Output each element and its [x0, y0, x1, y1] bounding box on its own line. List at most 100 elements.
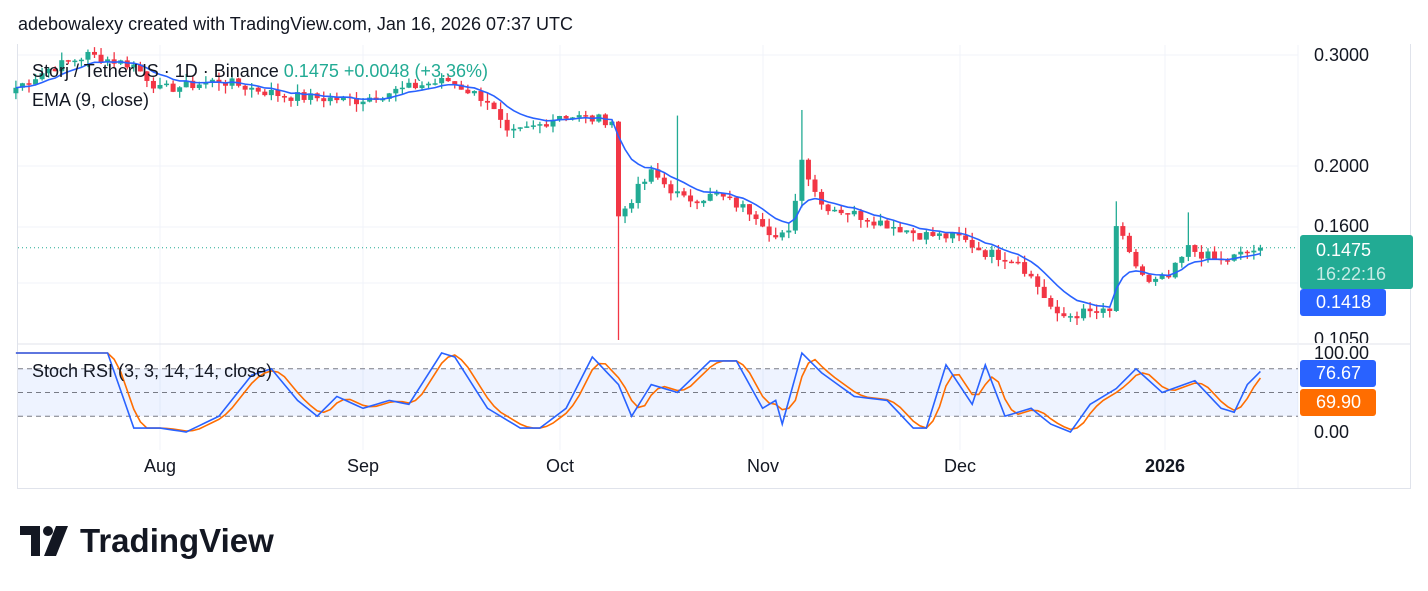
candle-body — [819, 191, 825, 205]
candle-body — [268, 89, 274, 96]
symbol-legend[interactable]: Storj / TetherUS · 1D · Binance 0.1475 +… — [32, 61, 488, 82]
candle-body — [714, 193, 720, 195]
bar-countdown: 16:22:16 — [1316, 264, 1387, 284]
candle-body — [13, 87, 19, 94]
candle-body — [242, 85, 248, 90]
candle-body — [216, 79, 222, 83]
candle-body — [1251, 250, 1257, 253]
candle-body — [157, 84, 163, 89]
ema-line — [15, 60, 1261, 309]
candle-body — [190, 80, 196, 89]
stoch-k-tag: 76.67 — [1300, 360, 1376, 387]
candle-body — [1238, 251, 1244, 255]
time-label: Aug — [143, 456, 177, 476]
candle-body — [707, 193, 713, 201]
candle-body — [334, 97, 340, 101]
candle-body — [720, 193, 726, 197]
symbol-name: Storj / TetherUS · 1D · Binance — [32, 61, 279, 81]
candle-body — [491, 102, 497, 110]
candle-body — [530, 125, 536, 127]
candle-body — [327, 97, 333, 102]
candle-body — [629, 203, 635, 209]
candle-body — [1225, 260, 1231, 262]
candle-body — [92, 51, 97, 55]
candle-body — [792, 200, 798, 231]
price-change: +0.0048 (+3.36%) — [343, 61, 488, 81]
candle-body — [688, 195, 694, 202]
candle-body — [884, 220, 890, 229]
candle-body — [871, 221, 877, 226]
candle-body — [1009, 261, 1014, 264]
candle-body — [511, 128, 517, 131]
candle-body — [262, 91, 268, 96]
candle-body — [170, 83, 176, 92]
candle-body — [681, 191, 687, 196]
candle-body — [1028, 273, 1034, 277]
candle-body — [295, 92, 301, 101]
candle-body — [1192, 245, 1198, 252]
candle-body — [498, 109, 504, 120]
stoch-rsi-legend[interactable]: Stoch RSI (3, 3, 14, 14, close) — [32, 361, 273, 381]
candle-body — [59, 60, 65, 72]
candle-body — [930, 232, 936, 236]
candle-body — [33, 79, 39, 85]
stoch-d-tag: 69.90 — [1300, 389, 1376, 416]
candle-body — [426, 83, 432, 86]
candle-body — [72, 60, 78, 63]
candle-body — [995, 249, 1001, 260]
candle-body — [46, 68, 52, 74]
candle-body — [439, 77, 445, 84]
candle-body — [616, 121, 621, 217]
candle-body — [1153, 278, 1159, 282]
candle-body — [943, 233, 949, 239]
candle-body — [668, 184, 674, 194]
candle-body — [164, 83, 170, 86]
candle-body — [1100, 308, 1106, 313]
candle-body — [1172, 262, 1178, 278]
candle-body — [786, 230, 792, 233]
candle-body — [386, 93, 392, 99]
candle-body — [858, 210, 864, 220]
candle-body — [950, 232, 956, 239]
candle-body — [360, 101, 366, 105]
candle-body — [1185, 245, 1191, 257]
time-label: Sep — [346, 456, 380, 476]
candle-body — [910, 230, 916, 234]
candle-body — [570, 117, 576, 119]
ema-legend[interactable]: EMA (9, close) — [32, 90, 150, 110]
candle-body — [1081, 308, 1087, 319]
price-tick: 0.2000 — [1314, 156, 1370, 176]
candle-body — [1133, 251, 1139, 267]
candle-body — [1087, 308, 1093, 312]
candle-body — [452, 81, 458, 85]
candle-body — [1205, 251, 1211, 259]
candle-body — [825, 204, 831, 212]
tradingview-logo[interactable]: TradingView — [20, 522, 274, 560]
candle-body — [1074, 316, 1080, 319]
candle-body — [1035, 276, 1041, 287]
price-tick: 0.3000 — [1314, 45, 1370, 65]
candle-body — [19, 83, 25, 88]
candle-body — [891, 227, 897, 229]
last-price-tag: 0.1475 16:22:16 — [1300, 235, 1413, 289]
stoch-tick: 0.00 — [1314, 422, 1350, 442]
candle-body — [1140, 266, 1145, 275]
candle-body — [445, 77, 451, 82]
time-label: Oct — [545, 456, 575, 476]
candle-body — [1244, 251, 1250, 254]
candle-body — [485, 100, 490, 103]
candle-body — [917, 233, 923, 240]
time-label: Dec — [943, 456, 977, 476]
candle-body — [1126, 235, 1132, 252]
candle-body — [838, 209, 844, 214]
candle-body — [799, 159, 805, 201]
candle-body — [65, 60, 71, 62]
candle-body — [563, 115, 569, 119]
candle-body — [150, 80, 156, 89]
candle-body — [976, 247, 982, 251]
candle-body — [432, 83, 438, 85]
candle-body — [740, 204, 746, 208]
price-tick: 0.1600 — [1314, 216, 1370, 236]
candle-body — [923, 232, 929, 240]
